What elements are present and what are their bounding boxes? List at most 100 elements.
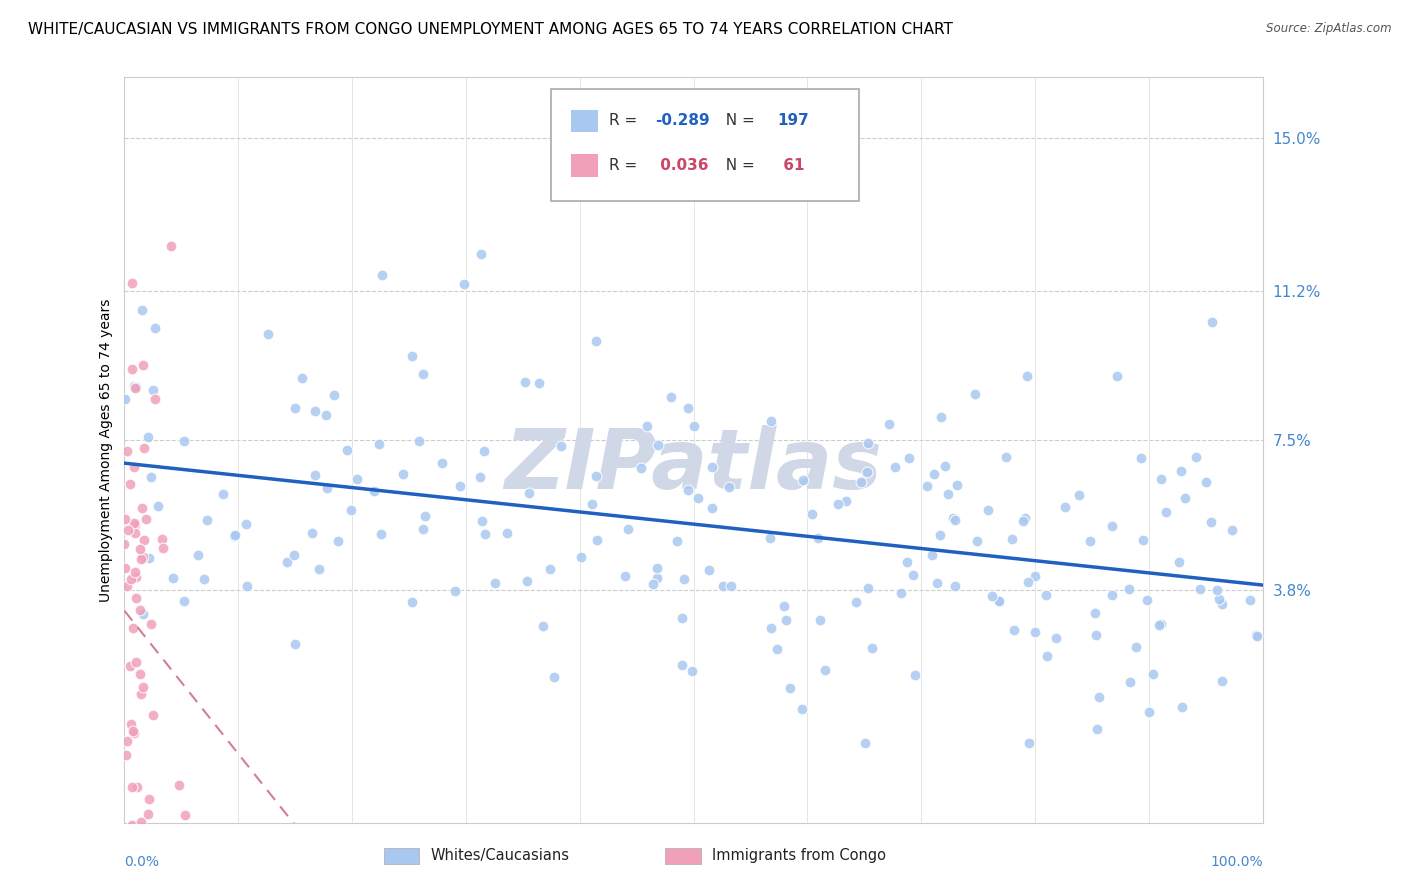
Point <box>877 417 900 431</box>
Point <box>835 493 858 508</box>
Point <box>1168 555 1191 569</box>
Point <box>322 387 344 401</box>
Point <box>471 514 494 528</box>
Point <box>1012 514 1035 528</box>
Point <box>686 491 709 505</box>
Point <box>845 595 868 609</box>
Point <box>122 726 145 740</box>
Point <box>643 577 665 591</box>
Point <box>1125 640 1147 654</box>
Point <box>1201 315 1223 329</box>
Point <box>134 533 156 547</box>
Point <box>224 528 246 542</box>
Point <box>1150 471 1173 485</box>
Point <box>115 580 138 594</box>
Point <box>118 659 141 673</box>
Point <box>1018 736 1040 750</box>
Point <box>927 576 949 591</box>
Text: -0.289: -0.289 <box>655 113 710 128</box>
Point <box>936 487 959 501</box>
Point <box>977 503 1000 517</box>
Point <box>995 450 1018 464</box>
Point <box>1174 491 1197 505</box>
Point <box>1208 592 1230 607</box>
Point <box>193 572 215 586</box>
Text: Immigrants from Congo: Immigrants from Congo <box>711 848 886 863</box>
Point <box>943 579 966 593</box>
Point <box>187 549 209 563</box>
Point <box>114 38 136 53</box>
Point <box>443 584 465 599</box>
Point <box>136 806 159 821</box>
Point <box>1194 475 1216 489</box>
Point <box>453 277 475 291</box>
Point <box>120 476 142 491</box>
Text: 61: 61 <box>778 158 804 173</box>
Point <box>1101 588 1123 602</box>
Point <box>159 239 181 253</box>
Point <box>363 484 385 499</box>
Point <box>114 537 136 551</box>
Point <box>1185 450 1208 464</box>
Point <box>114 392 136 406</box>
Point <box>1211 597 1233 611</box>
Point <box>1132 533 1154 548</box>
Point <box>401 349 423 363</box>
Point <box>115 444 138 458</box>
Point <box>167 778 190 792</box>
Point <box>800 508 823 522</box>
Point <box>132 358 155 372</box>
Point <box>339 503 361 517</box>
Point <box>114 887 136 892</box>
Point <box>346 472 368 486</box>
Point <box>808 613 831 627</box>
Point <box>1078 533 1101 548</box>
Point <box>496 526 519 541</box>
Point <box>585 334 607 348</box>
Point <box>150 532 173 546</box>
Text: 197: 197 <box>778 113 810 128</box>
Point <box>759 531 782 545</box>
Point <box>1220 524 1243 538</box>
Point <box>700 459 723 474</box>
Point <box>125 570 148 584</box>
Point <box>1136 593 1159 607</box>
Point <box>1119 674 1142 689</box>
Point <box>222 528 245 542</box>
Point <box>1239 592 1261 607</box>
Point <box>432 456 454 470</box>
Point <box>851 475 873 489</box>
Point <box>121 780 143 795</box>
Point <box>759 621 782 635</box>
Point <box>114 561 136 575</box>
Point <box>304 403 326 417</box>
Point <box>581 497 603 511</box>
Point <box>1101 518 1123 533</box>
Text: 100.0%: 100.0% <box>1211 855 1263 869</box>
Point <box>792 702 814 716</box>
Point <box>1137 706 1160 720</box>
Point <box>853 736 876 750</box>
Point <box>517 485 540 500</box>
Text: R =: R = <box>609 113 643 128</box>
Text: ZIPatlas: ZIPatlas <box>505 425 883 506</box>
Point <box>901 567 924 582</box>
Point <box>138 550 160 565</box>
Point <box>946 478 969 492</box>
Point <box>1118 582 1140 596</box>
Point <box>1244 628 1267 642</box>
Y-axis label: Unemployment Among Ages 65 to 74 years: Unemployment Among Ages 65 to 74 years <box>100 299 114 602</box>
Point <box>122 460 145 475</box>
Point <box>529 376 551 390</box>
Point <box>1154 505 1177 519</box>
Point <box>538 562 561 576</box>
Point <box>138 792 160 806</box>
Point <box>569 550 592 565</box>
Point <box>1142 667 1164 681</box>
Point <box>211 487 233 501</box>
Point <box>1024 569 1046 583</box>
Point <box>647 438 669 452</box>
Point <box>136 430 159 444</box>
Point <box>513 376 536 390</box>
Point <box>980 589 1002 603</box>
